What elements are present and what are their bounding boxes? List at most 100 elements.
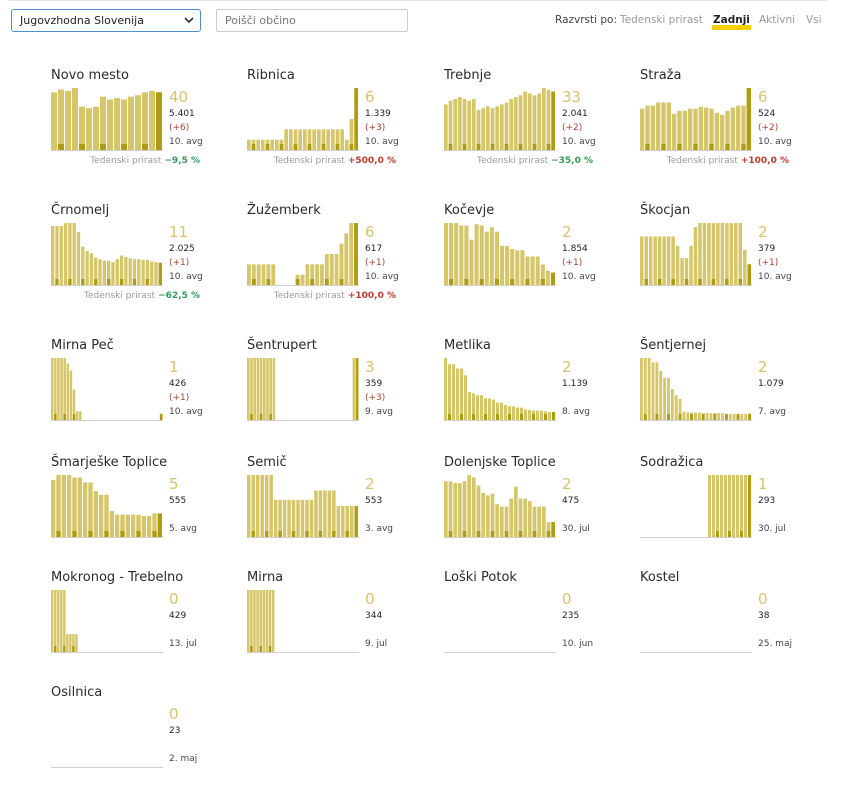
chart-bar [72,634,75,652]
chart-bar [546,89,551,150]
chart-bar [444,104,448,150]
active-cases-count: 2 [562,223,572,241]
municipality-card[interactable]: Mokronog - Trebelno 0 429 13. jul [51,570,211,690]
chart-bar [352,358,356,420]
chart-bar [132,259,137,285]
municipality-card[interactable]: Kočevje 2 1.854 (+1) 10. avg [444,203,604,323]
municipality-card[interactable]: Žužemberk 6 617 (+1) 10. avg Tedenski prirast… [247,203,407,323]
chart-bar [474,224,479,285]
municipality-card[interactable]: Dolenjske Toplice 2 475 30. jul [444,455,604,575]
chart-bar [540,264,545,285]
weekly-growth-label: Tedenski prirast [477,156,549,166]
sparkline-chart [640,88,752,151]
municipality-card[interactable]: Osilnica 0 23 2. maj [51,685,211,805]
chart-bar [484,398,487,420]
municipality-card[interactable]: Straža 6 524 (+2) 10. avg Tedenski prirast +10… [640,68,800,188]
municipality-card[interactable]: Loški Potok 0 235 10. jun [444,570,604,690]
chart-bar [508,406,511,420]
chart-bar [152,513,157,537]
municipality-card[interactable]: Črnomelj 11 2.025 (+1) 10. avg Tedenski prira… [51,203,211,323]
chart-bar-new-cases [119,279,124,285]
last-update-date: 10. avg [365,137,399,147]
sort-option-active[interactable]: Aktivni [759,14,796,26]
chart-bar [349,223,354,285]
sort-option-latest[interactable]: Zadnji [712,14,751,30]
chart-bar [734,223,738,285]
municipality-card[interactable]: Novo mesto 40 5.401 (+6) 10. avg Tedenski pri… [51,68,211,188]
chart-bar-new-cases [693,144,698,150]
chart-bar [336,506,341,537]
chart-bar [542,506,546,537]
municipality-card[interactable]: Trebnje 33 2.041 (+2) 10. avg Tedenski priras… [444,68,604,188]
chart-bar [647,358,651,420]
weekly-growth-label: Tedenski prirast [273,156,345,166]
chart-bar-new-cases [716,531,719,537]
chart-bar-new-cases [152,531,157,537]
chart-bar [518,95,523,150]
last-update-date: 7. avg [758,407,787,417]
municipality-card[interactable]: Šmarješke Toplice 5 555 5. avg [51,455,211,575]
chart-bar [263,358,266,420]
chart-bar-new-cases [677,144,682,150]
chart-bar [666,102,671,150]
chart-bar [61,475,66,537]
chart-bar [540,410,543,420]
chart-bar [476,109,481,150]
municipality-card[interactable]: Sodražica 1 293 30. jul [640,455,800,575]
total-cases: 344 [365,611,383,621]
chart-bar-new-cases [265,144,270,150]
chart-bar [528,93,532,150]
chart-bar-new-cases [324,279,329,285]
municipality-card[interactable]: Kostel 0 38 25. maj [640,570,800,690]
chart-bar [250,358,253,420]
chart-bar [720,114,725,150]
municipality-name: Šentrupert [247,338,317,353]
chart-bar [672,113,677,150]
region-select[interactable]: Jugovzhodna Slovenija [11,9,201,32]
chart-bar-new-cases [644,279,648,285]
chart-bar [321,129,326,150]
chart-bar [293,129,298,150]
sort-option-all[interactable]: Vsi [806,14,822,26]
municipality-name: Osilnica [51,685,103,700]
chart-bar [693,108,698,150]
sort-option-weekly-growth[interactable]: Tedenski prirast [620,14,703,26]
chart-bar-new-cases [264,531,269,537]
municipality-card[interactable]: Semič 2 553 3. avg [247,455,407,575]
municipality-search-input[interactable] [216,9,408,32]
municipality-card[interactable]: Mirna Peč 1 426 (+1) 10. avg [51,338,211,458]
chart-bar [717,413,721,420]
chart-bar [51,358,54,420]
municipality-card[interactable]: Šentjernej 2 1.079 7. avg [640,338,800,458]
municipality-card[interactable]: Mirna 0 344 9. jul [247,570,407,690]
chart-bar [300,499,305,537]
chart-bar [104,494,109,537]
chart-bar-new-cases [278,531,282,537]
chart-bar [458,483,462,537]
municipality-card[interactable]: Metlika 2 1.139 8. avg [444,338,604,458]
chart-bar [344,233,349,285]
chart-bar [75,634,78,652]
chart-bar [520,250,525,285]
active-cases-count: 40 [169,88,189,106]
chart-bar [698,106,703,150]
chart-bar [454,223,459,285]
municipality-name: Mokronog - Trebelno [51,570,184,585]
municipality-name: Metlika [444,338,491,353]
chart-bar-new-cases [268,646,272,652]
chart-bar [548,411,551,420]
chart-bar [128,96,134,150]
active-cases-count: 6 [365,223,375,241]
municipality-card[interactable]: Škocjan 2 379 (+1) 10. avg [640,203,800,323]
daily-change: (+6) [169,123,190,133]
chart-bar-new-cases [307,144,312,150]
municipality-card[interactable]: Šentrupert 3 359 (+3) 9. avg [247,338,407,458]
chart-bar [653,236,657,285]
chart-bar [686,412,690,420]
chart-bar [730,107,735,150]
total-cases: 555 [169,496,187,506]
municipality-card[interactable]: Ribnica 6 1.339 (+3) 10. avg Tedenski prirast… [247,68,407,188]
municipality-name: Šentjernej [640,338,707,353]
chart-bar [270,139,274,150]
chart-bar [334,254,339,285]
